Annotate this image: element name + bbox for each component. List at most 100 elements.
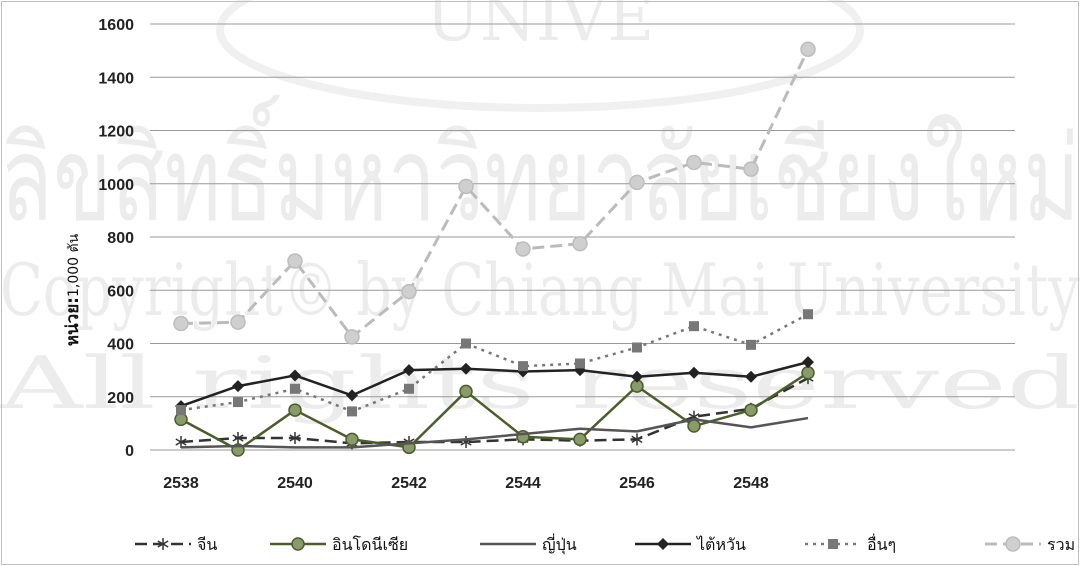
legend-item: ญี่ปุ่น <box>480 533 577 555</box>
data-point <box>289 432 301 445</box>
legend-label: อื่นๆ <box>867 533 896 554</box>
y-tick-label: 1400 <box>98 70 134 87</box>
data-point <box>515 241 531 257</box>
data-point <box>801 366 815 380</box>
y-tick-label: 0 <box>125 443 134 460</box>
data-point <box>287 253 303 269</box>
data-point <box>460 362 472 375</box>
data-point <box>688 366 700 379</box>
data-point <box>461 338 471 349</box>
data-point <box>802 356 814 369</box>
series-5 <box>173 41 816 345</box>
y-axis-ticks: 0 200 400 600 800 1000 1200 1400 1600 <box>98 17 134 460</box>
data-point <box>230 314 246 330</box>
data-point <box>346 389 358 402</box>
data-point <box>803 309 813 320</box>
data-point <box>687 419 701 433</box>
data-point <box>344 329 360 345</box>
y-axis-label-unit: 1,000 ตัน <box>66 233 82 297</box>
legend-label: จีน <box>197 535 217 554</box>
watermark-seal-text: UNIVE <box>426 0 654 56</box>
data-point <box>175 436 187 449</box>
series-line <box>180 360 809 408</box>
svg-text:หน่วย:1,000 ตัน: หน่วย:1,000 ตัน <box>63 233 83 346</box>
data-point <box>347 406 357 417</box>
data-point <box>629 174 645 191</box>
legend-item: ไต้หวัน <box>635 535 746 554</box>
legend-marker <box>657 538 669 550</box>
data-point <box>746 339 756 350</box>
y-axis-label: หน่วย:1,000 ตัน <box>63 233 83 346</box>
series-line <box>180 48 810 339</box>
data-point <box>289 369 301 382</box>
legend-item: อินโดนีเซีย <box>270 535 408 554</box>
legend: จีน อินโดนีเซีย ญี่ปุ่น ไต้หวัน อื่นๆ รวม <box>135 533 1075 555</box>
data-point <box>575 358 585 369</box>
watermark-seal-ring <box>216 0 864 112</box>
data-point <box>459 384 473 399</box>
legend-marker <box>1005 536 1021 552</box>
x-tick-label: 2540 <box>277 475 313 492</box>
x-tick-label: 2546 <box>619 475 655 492</box>
legend-label: อินโดนีเซีย <box>332 535 408 554</box>
x-tick-label: 2538 <box>163 475 199 492</box>
data-point <box>232 380 244 393</box>
data-point <box>345 432 359 447</box>
data-point <box>631 370 643 383</box>
legend-marker <box>828 539 838 549</box>
y-axis-label-main: หน่วย: <box>63 297 83 346</box>
data-point <box>518 361 528 372</box>
x-tick-label: 2542 <box>391 475 427 492</box>
x-axis-ticks: 2538 2540 2542 2544 2546 2548 <box>163 475 769 492</box>
watermark: UNIVE ลิขสิทธิ์มหาวิทยาลัยเชียงใหม่ Copy… <box>0 0 1080 425</box>
data-point <box>403 364 415 377</box>
data-point <box>401 283 417 300</box>
legend-item: จีน <box>135 535 217 554</box>
data-point <box>290 383 300 394</box>
legend-marker <box>157 538 169 550</box>
watermark-line-3: All rights reserved <box>0 341 1080 425</box>
y-tick-label: 1600 <box>98 17 134 34</box>
data-point <box>233 397 243 408</box>
series-group <box>173 41 816 457</box>
data-point <box>632 342 642 353</box>
data-point <box>573 432 587 447</box>
data-point <box>458 178 474 195</box>
data-point <box>689 321 699 332</box>
data-point <box>404 383 414 394</box>
legend-label: ญี่ปุ่น <box>542 533 577 555</box>
series-line <box>180 313 809 413</box>
series-line <box>180 377 809 445</box>
legend-label: ไต้หวัน <box>695 535 746 554</box>
x-tick-label: 2544 <box>505 475 541 492</box>
series-2 <box>180 416 809 449</box>
data-point <box>288 403 302 417</box>
watermark-line-1: ลิขสิทธิ์มหาวิทยาลัยเชียงใหม่ <box>0 95 1080 248</box>
y-tick-label: 800 <box>107 230 134 247</box>
series-3 <box>175 356 814 413</box>
series-line <box>180 371 809 452</box>
y-tick-label: 200 <box>107 390 134 407</box>
y-tick-label: 600 <box>107 283 134 300</box>
legend-item: อื่นๆ <box>805 533 896 554</box>
data-point <box>232 432 244 445</box>
data-point <box>686 154 702 171</box>
data-point <box>631 433 643 446</box>
legend-label: รวม <box>1047 535 1075 554</box>
data-point <box>176 405 186 416</box>
series-4 <box>176 309 813 417</box>
y-tick-label: 1000 <box>98 177 134 194</box>
data-point <box>174 412 188 427</box>
data-point <box>743 161 759 177</box>
x-tick-label: 2548 <box>733 475 769 492</box>
data-point <box>744 403 758 417</box>
y-tick-label: 400 <box>107 337 134 354</box>
data-point <box>745 370 757 383</box>
data-point <box>572 235 588 252</box>
data-point <box>800 41 816 58</box>
series-line <box>180 416 809 449</box>
y-tick-label: 1200 <box>98 124 134 141</box>
legend-marker <box>291 537 305 551</box>
